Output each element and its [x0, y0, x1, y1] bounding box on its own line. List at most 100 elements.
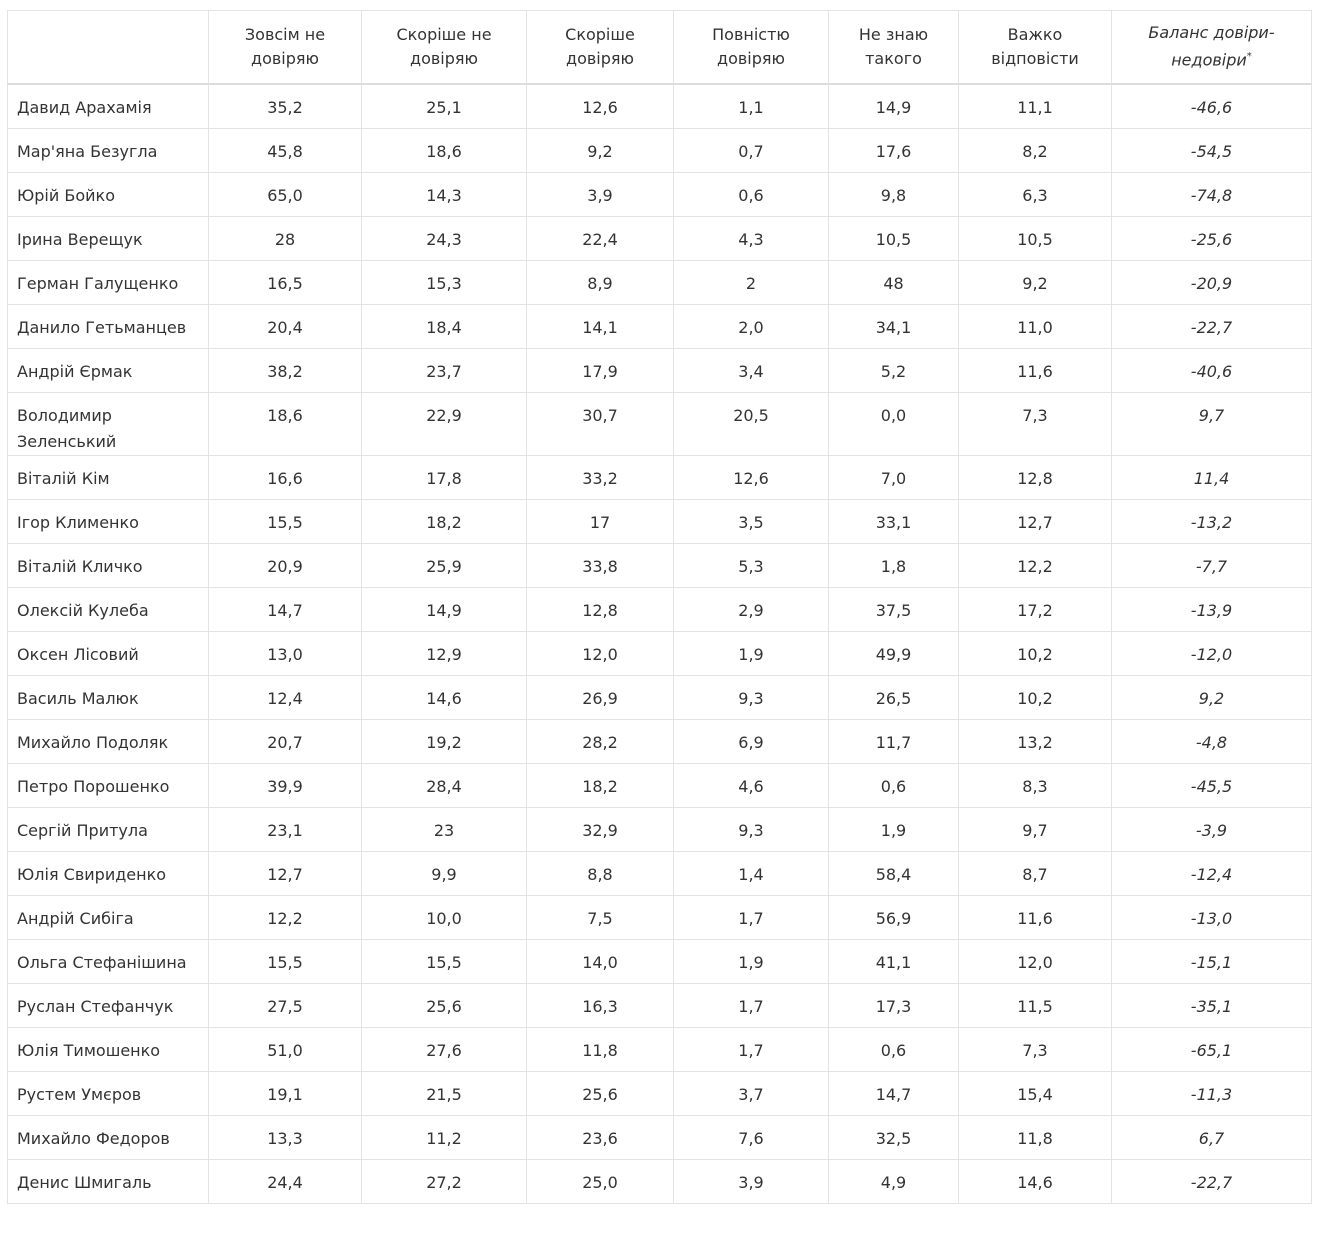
value-cell: 12,4 — [208, 674, 362, 720]
person-name: Володимир Зеленський — [7, 391, 209, 456]
value-cell: 28,2 — [526, 718, 674, 764]
column-header: Важко відповісти — [958, 10, 1112, 85]
value-cell: 12,6 — [526, 83, 674, 129]
value-cell: 14,9 — [361, 586, 527, 632]
value-cell: 9,9 — [361, 850, 527, 896]
value-cell: 17,2 — [958, 586, 1112, 632]
value-cell: 12,7 — [208, 850, 362, 896]
column-header-text: Скоріше не довіряю — [396, 25, 492, 68]
person-name: Оксен Лісовий — [7, 630, 209, 676]
value-cell: 25,9 — [361, 542, 527, 588]
value-cell: -7,7 — [1111, 542, 1312, 588]
value-cell: 22,4 — [526, 215, 674, 261]
table-row: Оксен Лісовий 13,0 12,9 12,0 1,9 49,9 10,2 -12,… — [7, 630, 1312, 676]
value-cell: -74,8 — [1111, 171, 1312, 217]
table-row: Володимир Зеленський 18,6 22,9 30,7 20,5 0,0 7… — [7, 391, 1312, 456]
value-cell: 9,2 — [526, 127, 674, 173]
table-row: Василь Малюк 12,4 14,6 26,9 9,3 26,5 10,2 9,2 — [7, 674, 1312, 720]
table-row: Ольга Стефанішина 15,5 15,5 14,0 1,9 41,1 12,0… — [7, 938, 1312, 984]
value-cell: 38,2 — [208, 347, 362, 393]
value-cell: 14,9 — [828, 83, 959, 129]
value-cell: 11,1 — [958, 83, 1112, 129]
value-cell: 28,4 — [361, 762, 527, 808]
value-cell: 9,8 — [828, 171, 959, 217]
column-header: Не знаю такого — [828, 10, 959, 85]
value-cell: 1,4 — [673, 850, 829, 896]
value-cell: 8,7 — [958, 850, 1112, 896]
value-cell: 12,8 — [958, 454, 1112, 500]
column-header: Скоріше довіряю — [526, 10, 674, 85]
person-name: Михайло Подоляк — [7, 718, 209, 764]
footnote-mark: * — [1246, 51, 1252, 63]
person-name: Василь Малюк — [7, 674, 209, 720]
table-row: Юрій Бойко 65,0 14,3 3,9 0,6 9,8 6,3 -74,8 — [7, 171, 1312, 217]
value-cell: 14,6 — [958, 1158, 1112, 1204]
value-cell: 12,8 — [526, 586, 674, 632]
trust-table: Зовсім не довіряю Скоріше не довіряю Скорі… — [7, 10, 1312, 1204]
column-header: Скоріше не довіряю — [361, 10, 527, 85]
person-name: Олексій Кулеба — [7, 586, 209, 632]
value-cell: 10,2 — [958, 630, 1112, 676]
column-header-text: Баланс довіри-недовіри* — [1148, 23, 1275, 70]
value-cell: -12,0 — [1111, 630, 1312, 676]
person-name: Давид Арахамія — [7, 83, 209, 129]
value-cell: 65,0 — [208, 171, 362, 217]
value-cell: 13,0 — [208, 630, 362, 676]
column-header-text: Не знаю такого — [858, 25, 929, 68]
value-cell: 1,1 — [673, 83, 829, 129]
value-cell: 3,4 — [673, 347, 829, 393]
value-cell: 11,4 — [1111, 454, 1312, 500]
value-cell: 27,5 — [208, 982, 362, 1028]
value-cell: 1,9 — [673, 630, 829, 676]
value-cell: 5,3 — [673, 542, 829, 588]
person-name: Андрій Сибіга — [7, 894, 209, 940]
value-cell: 12,2 — [958, 542, 1112, 588]
value-cell: 25,6 — [361, 982, 527, 1028]
value-cell: 15,3 — [361, 259, 527, 305]
value-cell: 33,2 — [526, 454, 674, 500]
person-name: Ігор Клименко — [7, 498, 209, 544]
person-name: Юлія Тимошенко — [7, 1026, 209, 1072]
value-cell: 32,9 — [526, 806, 674, 852]
value-cell: 6,3 — [958, 171, 1112, 217]
value-cell: 8,8 — [526, 850, 674, 896]
value-cell: 14,7 — [828, 1070, 959, 1116]
value-cell: 14,6 — [361, 674, 527, 720]
value-cell: 11,0 — [958, 303, 1112, 349]
value-cell: 19,2 — [361, 718, 527, 764]
table-row: Рустем Умєров 19,1 21,5 25,6 3,7 14,7 15,4 -11,… — [7, 1070, 1312, 1116]
table-row: Петро Порошенко 39,9 28,4 18,2 4,6 0,6 8,3 -45,… — [7, 762, 1312, 808]
value-cell: 17,3 — [828, 982, 959, 1028]
value-cell: 2 — [673, 259, 829, 305]
value-cell: 1,8 — [828, 542, 959, 588]
value-cell: -13,9 — [1111, 586, 1312, 632]
table-row: Олексій Кулеба 14,7 14,9 12,8 2,9 37,5 17,2 -13… — [7, 586, 1312, 632]
value-cell: -25,6 — [1111, 215, 1312, 261]
value-cell: 2,0 — [673, 303, 829, 349]
value-cell: 58,4 — [828, 850, 959, 896]
column-header: Повністю довіряю — [673, 10, 829, 85]
value-cell: 1,9 — [828, 806, 959, 852]
value-cell: 1,9 — [673, 938, 829, 984]
person-name: Мар'яна Безугла — [7, 127, 209, 173]
value-cell: 20,9 — [208, 542, 362, 588]
value-cell: -20,9 — [1111, 259, 1312, 305]
column-header-text: Важко відповісти — [991, 25, 1079, 68]
table-row: Андрій Сибіга 12,2 10,0 7,5 1,7 56,9 11,6 -13,0 — [7, 894, 1312, 940]
value-cell: 9,3 — [673, 806, 829, 852]
value-cell: -65,1 — [1111, 1026, 1312, 1072]
value-cell: 3,5 — [673, 498, 829, 544]
value-cell: 2,9 — [673, 586, 829, 632]
value-cell: 25,1 — [361, 83, 527, 129]
value-cell: -40,6 — [1111, 347, 1312, 393]
value-cell: -45,5 — [1111, 762, 1312, 808]
value-cell: 0,6 — [673, 171, 829, 217]
value-cell: -15,1 — [1111, 938, 1312, 984]
table-row: Віталій Кім 16,6 17,8 33,2 12,6 7,0 12,8 11,4 — [7, 454, 1312, 500]
value-cell: 12,9 — [361, 630, 527, 676]
value-cell: 34,1 — [828, 303, 959, 349]
value-cell: 32,5 — [828, 1114, 959, 1160]
value-cell: 14,3 — [361, 171, 527, 217]
value-cell: 45,8 — [208, 127, 362, 173]
value-cell: 5,2 — [828, 347, 959, 393]
